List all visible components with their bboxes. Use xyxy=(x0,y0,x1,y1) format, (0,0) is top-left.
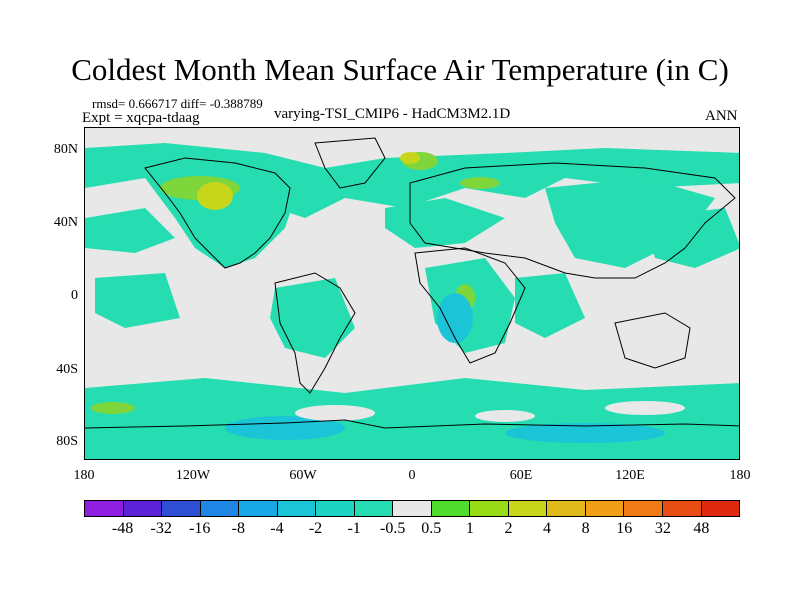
comparison-subtitle: varying-TSI_CMIP6 - HadCM3M2.1D xyxy=(274,106,511,122)
color-bar-label: 32 xyxy=(654,520,671,537)
map-title: Coldest Month Mean Surface Air Temperatu… xyxy=(71,52,729,87)
south-america-coast xyxy=(274,272,356,394)
yellow-regions xyxy=(197,152,420,210)
color-bar-label: -48 xyxy=(111,520,134,537)
experiment-line: Expt = xqcpa-tdaag xyxy=(82,110,200,126)
australia-coast xyxy=(614,312,691,369)
greenland-coast xyxy=(314,137,386,189)
northwest-pacific-teal xyxy=(645,208,739,268)
color-bar-box-12 xyxy=(547,501,586,516)
southern-gaps xyxy=(295,401,685,422)
europe-teal xyxy=(385,198,505,248)
color-bar-label: -16 xyxy=(189,520,211,537)
teal-regions xyxy=(85,143,739,459)
asia-teal xyxy=(545,178,715,268)
eurasia-coast xyxy=(409,162,736,279)
color-bar-label: 48 xyxy=(693,520,710,537)
tropical-pacific-teal xyxy=(95,273,180,328)
color-bar-label: -32 xyxy=(150,520,172,537)
lon-tick-60e: 60E xyxy=(509,468,533,483)
lat-tick-0: 0 xyxy=(71,288,78,303)
color-bar xyxy=(84,500,740,517)
color-bar-box-9 xyxy=(431,501,471,516)
color-bar-box-15 xyxy=(662,501,702,516)
stats-line: rmsd= 0.666717 diff= -0.388789 xyxy=(92,96,263,111)
southern-ocean-band xyxy=(85,378,739,459)
color-bar-box-0 xyxy=(85,501,124,516)
color-bar-box-7 xyxy=(354,501,394,516)
color-bar-box-14 xyxy=(624,501,663,516)
indian-ocean-teal xyxy=(515,273,585,338)
lon-tick-180w: 180 xyxy=(73,468,95,483)
color-bar-label: 2 xyxy=(504,520,513,537)
south-america-teal xyxy=(270,278,355,358)
color-bar-box-13 xyxy=(585,501,625,516)
color-bar-box-3 xyxy=(200,501,240,516)
color-bar-label: 0.5 xyxy=(421,520,442,537)
lon-tick-60w: 60W xyxy=(289,468,317,483)
color-bar-box-5 xyxy=(277,501,317,516)
anomaly-map xyxy=(85,137,739,459)
lat-tick-40s: 40S xyxy=(56,362,78,377)
lat-tick-80n: 80N xyxy=(53,142,78,157)
north-america-coast xyxy=(144,157,291,269)
africa-coast xyxy=(414,247,526,364)
color-bar-box-2 xyxy=(162,501,201,516)
map-panel xyxy=(84,127,740,460)
color-bar-label: 4 xyxy=(543,520,552,537)
lon-tick-180e: 180 xyxy=(729,468,751,483)
lon-tick-120e: 120E xyxy=(615,468,645,483)
color-bar-label: -1 xyxy=(347,520,361,537)
color-bar-label: -0.5 xyxy=(380,520,406,537)
season-label: ANN xyxy=(705,108,738,124)
north-pacific-teal xyxy=(85,208,175,253)
lon-tick-0: 0 xyxy=(408,468,416,483)
arctic-teal-band xyxy=(85,143,739,218)
color-bar-box-16 xyxy=(701,501,740,516)
color-bar-label: 16 xyxy=(616,520,633,537)
color-bar-label: 1 xyxy=(465,520,474,537)
color-bar-box-11 xyxy=(508,501,548,516)
color-bar-label: -8 xyxy=(231,520,245,537)
color-bar-box-10 xyxy=(470,501,509,516)
antarctica-coast xyxy=(85,419,739,429)
color-bar-label: -4 xyxy=(270,520,284,537)
coastlines xyxy=(85,137,739,429)
lat-tick-40n: 40N xyxy=(53,215,78,230)
lat-tick-80s: 80S xyxy=(56,434,78,449)
color-bar-box-6 xyxy=(316,501,355,516)
color-bar-box-4 xyxy=(239,501,278,516)
color-bar-box-8 xyxy=(393,501,432,516)
lon-tick-120w: 120W xyxy=(175,468,211,483)
color-bar-label: 8 xyxy=(581,520,590,537)
color-bar-box-1 xyxy=(123,501,163,516)
color-bar-label: -2 xyxy=(308,520,323,537)
